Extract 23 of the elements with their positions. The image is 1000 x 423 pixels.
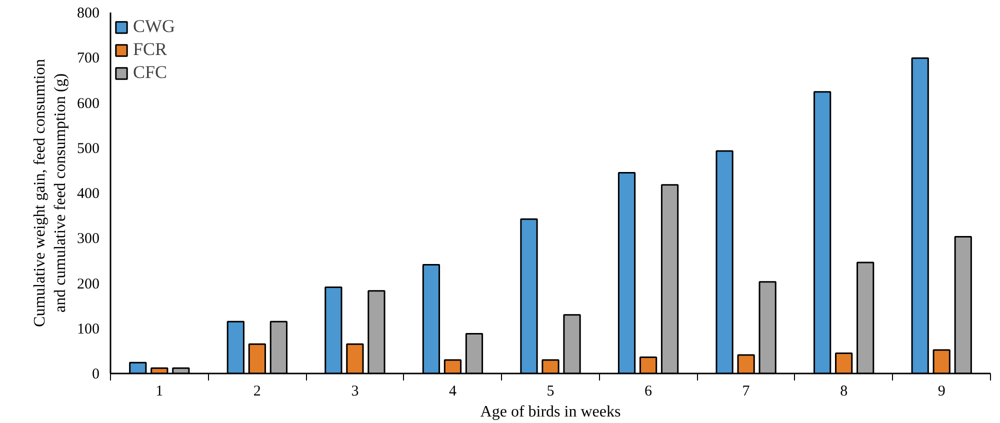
- x-axis-title: Age of birds in weeks: [480, 404, 621, 420]
- legend-label: CWG: [133, 16, 175, 37]
- x-tick-label: 8: [840, 384, 848, 400]
- x-tick-label: 7: [742, 384, 750, 400]
- x-tick-label: 4: [448, 384, 457, 400]
- legend-label: FCR: [133, 39, 168, 60]
- x-tick-label: 5: [546, 384, 554, 400]
- y-tick-label: 600: [77, 96, 100, 112]
- y-tick-label: 400: [77, 186, 100, 202]
- y-tick-label: 200: [77, 276, 100, 292]
- x-tick-label: 2: [253, 384, 261, 400]
- y-tick-label: 500: [77, 140, 100, 157]
- legend-label: CFC: [133, 62, 168, 83]
- x-tick-label: 3: [351, 384, 359, 400]
- y-tick-label: 100: [77, 321, 100, 338]
- y-tick-label: 0: [92, 366, 100, 382]
- y-tick-label: 300: [77, 231, 100, 248]
- y-tick-label: 700: [77, 50, 100, 67]
- y-tick-label: 800: [77, 6, 100, 22]
- x-tick-label: 6: [644, 384, 653, 400]
- x-tick-label: 1: [156, 384, 164, 400]
- y-axis-title: Cumulative weight gain, feed consumtion and cumulative feed consumption (g): [32, 59, 69, 327]
- x-tick-label: 9: [938, 384, 946, 400]
